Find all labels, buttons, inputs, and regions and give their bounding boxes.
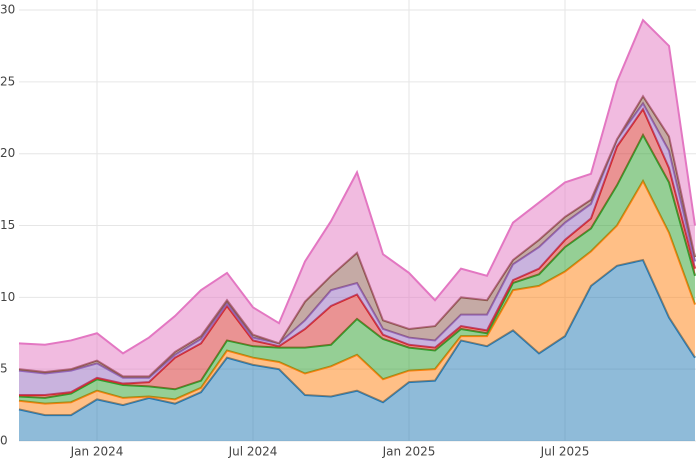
area-fill (19, 109, 695, 398)
y-tick-label: 0 (0, 434, 8, 448)
y-tick-label: 10 (0, 290, 15, 304)
area-fill (19, 180, 695, 416)
x-tick-label: Jan 2025 (382, 445, 436, 459)
area-line (18, 18, 696, 355)
x-tick-label: Jan 2024 (70, 445, 124, 459)
area-fill (19, 20, 695, 377)
y-tick-label: 30 (0, 3, 15, 17)
y-tick-label: 25 (0, 74, 15, 88)
y-tick-label: 5 (0, 362, 8, 376)
y-tick-label: 15 (0, 218, 15, 232)
area-fill (19, 135, 695, 404)
area-fill (19, 260, 695, 441)
x-tick-label: Jul 2025 (540, 445, 590, 459)
area-fill (19, 96, 695, 378)
y-tick-label: 20 (0, 146, 15, 160)
x-tick-label: Jul 2024 (228, 445, 278, 459)
